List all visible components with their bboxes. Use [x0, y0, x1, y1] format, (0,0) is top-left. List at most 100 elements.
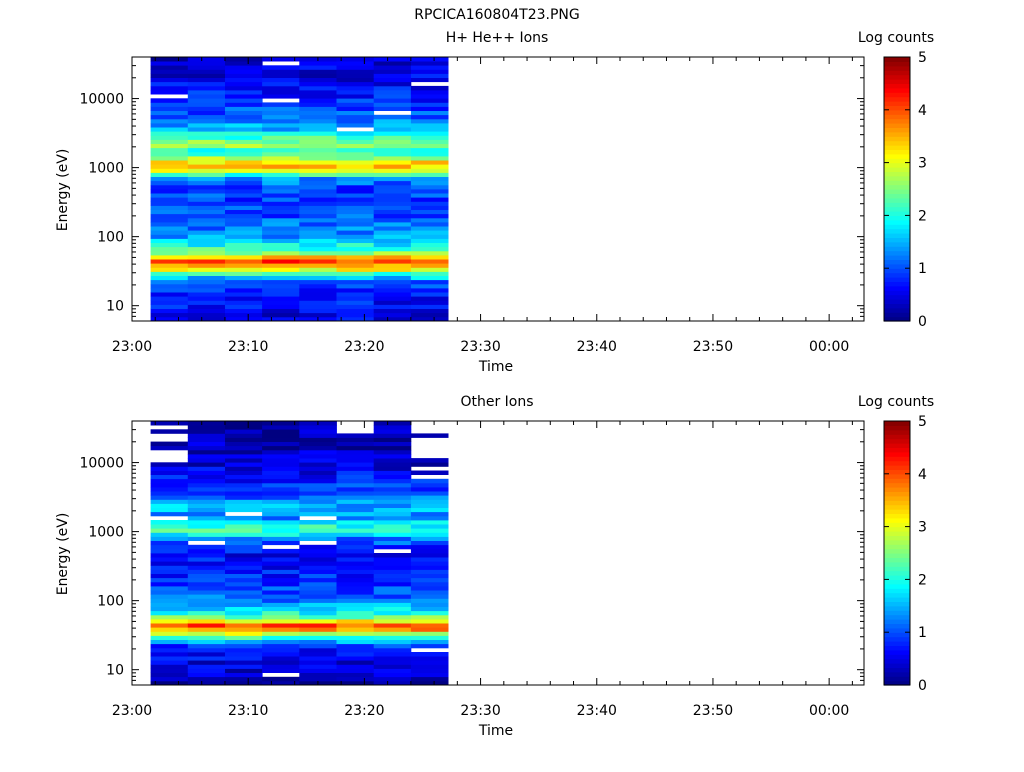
heatmap-cell: [410, 283, 449, 289]
heatmap-cell: [187, 433, 226, 438]
heatmap-cell: [150, 77, 189, 83]
colorbar-tick-label: 0: [918, 314, 927, 330]
heatmap-cell: [262, 65, 300, 70]
colorbar-label: Log counts: [858, 394, 934, 410]
heatmap-cell: [262, 123, 300, 128]
heatmap-cell: [299, 209, 337, 215]
y-axis-label: Energy (eV): [55, 149, 71, 232]
heatmap-cell: [262, 168, 300, 173]
x-tick-label: 23:40: [577, 703, 617, 719]
heatmap-cell: [225, 503, 263, 508]
heatmap-cell: [187, 668, 226, 673]
heatmap-cell: [225, 164, 263, 169]
heatmap-cell: [150, 429, 189, 434]
heatmap-cell: [373, 445, 412, 451]
heatmap-cell: [262, 193, 300, 198]
heatmap-cell: [150, 230, 189, 235]
heatmap-cell: [150, 676, 189, 682]
heatmap-cell: [336, 482, 375, 488]
heatmap-cell: [299, 279, 337, 285]
colorbar-segment: [884, 171, 910, 177]
heatmap-cell: [187, 491, 226, 496]
x-tick-label: 23:40: [577, 339, 617, 355]
heatmap-cell: [150, 606, 189, 612]
heatmap-cell: [299, 445, 337, 451]
heatmap-cell: [187, 69, 226, 74]
heatmap-cell: [299, 458, 337, 463]
heatmap-cell: [410, 553, 449, 558]
heatmap-cell: [150, 619, 189, 624]
heatmap-cell: [187, 647, 226, 653]
heatmap-cell: [187, 466, 226, 471]
heatmap-cell: [262, 491, 300, 496]
x-tick-label: 23:30: [460, 703, 500, 719]
heatmap-cell: [187, 482, 226, 488]
heatmap-cell: [225, 147, 263, 153]
heatmap-cell: [299, 660, 337, 665]
heatmap-cell: [225, 308, 263, 314]
heatmap-cell: [262, 300, 300, 305]
heatmap-cell: [410, 98, 449, 103]
heatmap-cell: [299, 267, 337, 272]
heatmap-cell: [187, 536, 226, 541]
colorbar-segment: [884, 575, 910, 580]
heatmap-cell: [299, 164, 337, 169]
heatmap-cell: [336, 131, 375, 136]
heatmap-cell: [373, 577, 412, 583]
heatmap-cell: [373, 474, 412, 480]
heatmap-cell: [150, 250, 189, 256]
heatmap-cell: [299, 180, 337, 186]
heatmap-cell: [336, 660, 375, 665]
heatmap-cell: [262, 656, 300, 661]
heatmap-cell: [225, 139, 263, 144]
heatmap-cell: [225, 300, 263, 305]
heatmap-cell: [336, 106, 375, 111]
heatmap-cell: [150, 627, 189, 632]
colorbar-segment: [884, 268, 910, 274]
heatmap-cell: [187, 470, 226, 475]
heatmap-cell: [299, 602, 337, 607]
colorbar-segment: [884, 421, 910, 426]
heatmap-cell: [150, 73, 189, 78]
x-tick-label: 00:00: [809, 339, 849, 355]
heatmap-cell: [262, 139, 300, 144]
heatmap-cell: [373, 69, 412, 74]
heatmap-cell: [373, 283, 412, 289]
heatmap-cell: [262, 515, 300, 521]
colorbar: 0 1 2 3 4 5: [883, 414, 927, 694]
heatmap-cell: [410, 495, 449, 500]
heatmap-cell: [262, 524, 300, 529]
heatmap-cell: [336, 569, 375, 574]
heatmap-cell: [373, 553, 412, 558]
heatmap-cell: [187, 259, 226, 264]
heatmap-cell: [150, 160, 189, 165]
colorbar-segment: [884, 175, 910, 181]
heatmap-cell: [225, 474, 263, 480]
heatmap-cell: [299, 139, 337, 144]
heatmap-cell: [150, 639, 189, 645]
heatmap-cell: [225, 160, 263, 165]
heatmap-cell: [336, 81, 375, 87]
heatmap-cell: [373, 246, 412, 252]
heatmap-cell: [410, 213, 449, 219]
heatmap-cell: [187, 544, 226, 550]
heatmap-cell: [336, 102, 375, 107]
heatmap-cell: [410, 135, 449, 140]
heatmap-cell: [410, 569, 449, 574]
heatmap-cell: [410, 668, 449, 673]
heatmap-cell: [150, 283, 189, 289]
heatmap-cell: [336, 238, 375, 243]
heatmap-cell: [336, 259, 375, 264]
heatmap-cell: [150, 234, 189, 239]
heatmap-cell: [150, 156, 189, 161]
heatmap-cell: [410, 316, 449, 322]
heatmap-cell: [262, 189, 300, 194]
heatmap-cell: [225, 275, 263, 281]
heatmap-cell: [187, 81, 226, 87]
colorbar-tick-label: 4: [918, 103, 927, 119]
colorbar-segment: [884, 189, 910, 194]
heatmap-cell: [299, 511, 337, 517]
heatmap-cell: [336, 631, 375, 636]
heatmap-cell: [410, 110, 449, 116]
